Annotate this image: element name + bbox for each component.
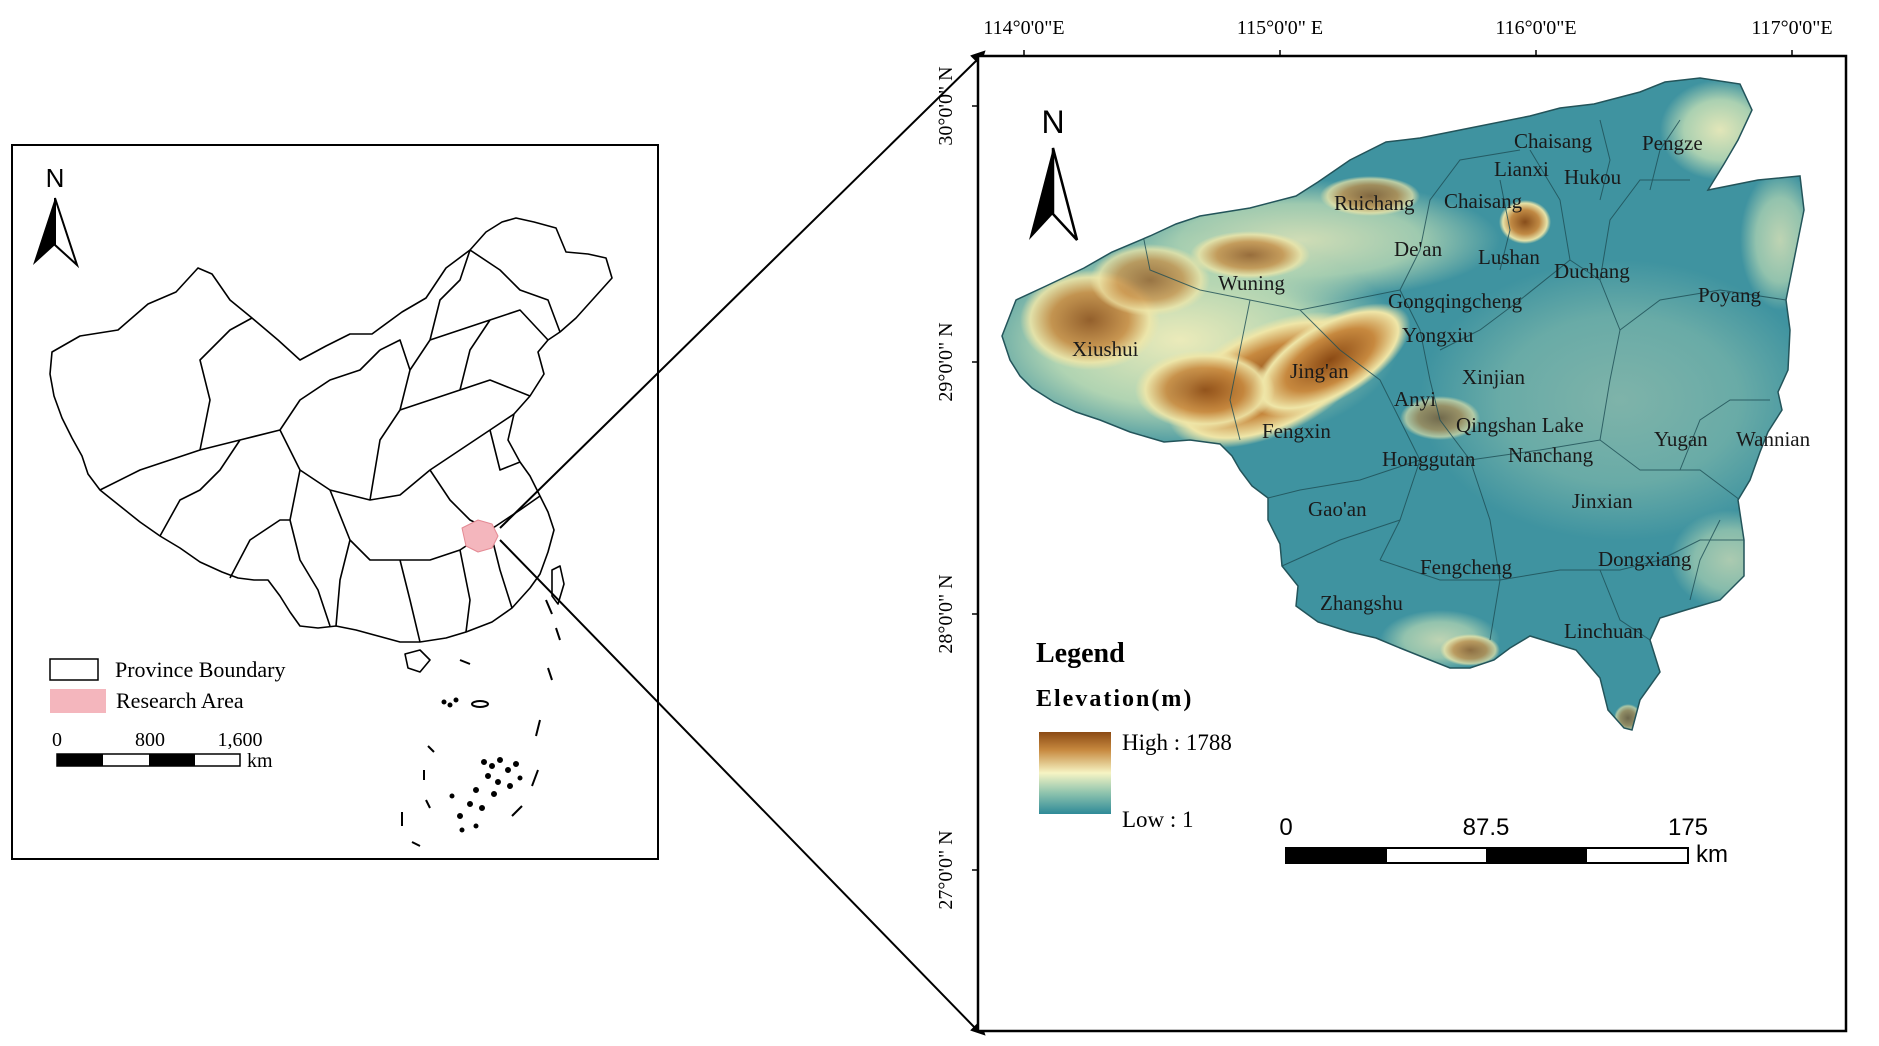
inset-legend: Province Boundary Research Area: [49, 657, 285, 713]
place-jingan: Jing'an: [1290, 359, 1349, 383]
place-labels: Chaisang Pengze Lianxi Hukou Ruichang Ch…: [1072, 129, 1811, 643]
lon-label-115: 115°0'0" E: [1237, 17, 1323, 39]
graticule-ticks: [972, 50, 1793, 871]
china-province-boundaries: [49, 217, 613, 673]
place-gaoan: Gao'an: [1308, 497, 1367, 521]
place-xinjian: Xinjian: [1462, 365, 1525, 389]
lon-label-117: 117°0'0"E: [1751, 17, 1832, 39]
place-dongxiang: Dongxiang: [1598, 547, 1692, 571]
place-anyi: Anyi: [1394, 387, 1436, 411]
elevation-color-ramp: [1039, 732, 1111, 814]
place-pengze: Pengze: [1642, 131, 1703, 155]
place-qingshan-lake: Qingshan Lake: [1456, 413, 1584, 437]
inset-map: N: [11, 144, 659, 860]
place-chaisang-north: Chaisang: [1514, 129, 1593, 153]
research-area-patch: [461, 519, 499, 553]
place-jinxian: Jinxian: [1572, 489, 1633, 513]
inset-scale-bar: 0 800 1,600 km: [52, 729, 273, 772]
research-area-swatch: [50, 689, 106, 713]
place-fengcheng: Fengcheng: [1420, 555, 1513, 579]
place-wannian: Wannian: [1736, 427, 1811, 451]
hainan-island: [404, 649, 431, 673]
place-yugan: Yugan: [1654, 427, 1708, 451]
province-boundary-label: Province Boundary: [115, 657, 285, 682]
place-lushan: Lushan: [1478, 245, 1540, 269]
place-dean: De'an: [1394, 237, 1443, 261]
north-arrow-icon: [33, 197, 80, 269]
place-poyang: Poyang: [1698, 283, 1762, 307]
inset-scale-unit: km: [247, 750, 273, 772]
place-xiushui: Xiushui: [1072, 337, 1139, 361]
lon-label-116: 116°0'0"E: [1495, 17, 1576, 39]
main-scale-tick-0: 0: [1279, 814, 1292, 841]
place-zhangshu: Zhangshu: [1320, 591, 1403, 615]
lon-label-114: 114°0'0"E: [983, 17, 1064, 39]
main-north-arrow-icon: [1029, 147, 1079, 241]
longitude-labels: 114°0'0"E 115°0'0" E 116°0'0"E 117°0'0"E: [983, 17, 1832, 39]
place-chaisang-south: Chaisang: [1444, 189, 1523, 213]
inset-north-label: N: [46, 163, 65, 193]
main-north-label: N: [1041, 104, 1064, 140]
inset-scale-tick-2: 1,600: [218, 729, 263, 751]
place-lianxi: Lianxi: [1494, 157, 1549, 181]
research-area-label: Research Area: [116, 688, 244, 713]
province-boundary-swatch: [49, 658, 99, 681]
main-map: 114°0'0"E 115°0'0" E 116°0'0"E 117°0'0"E…: [935, 17, 1848, 1033]
lat-label-27: 27°0'0" N: [935, 830, 957, 909]
province-lines: [99, 249, 561, 643]
place-duchang: Duchang: [1554, 259, 1630, 283]
place-gongqingcheng: Gongqingcheng: [1388, 289, 1523, 313]
place-nanchang: Nanchang: [1508, 443, 1594, 467]
inset-scale-tick-1: 800: [135, 729, 165, 751]
legend-high-label: High : 1788: [1122, 730, 1232, 755]
elevation-legend: Legend Elevation(m) High : 1788 Low : 1: [1036, 638, 1232, 832]
south-china-sea-islands: [401, 599, 561, 847]
study-region-outline: [1001, 77, 1805, 731]
taiwan-island: [551, 565, 565, 605]
place-yongxiu: Yongxiu: [1402, 323, 1474, 347]
main-scale-tick-1: 87.5: [1463, 814, 1510, 841]
place-fengxin: Fengxin: [1262, 419, 1331, 443]
latitude-labels: 30°0'0" N 29°0'0" N 28°0'0" N 27°0'0" N: [935, 66, 957, 909]
place-honggutan: Honggutan: [1382, 447, 1476, 471]
main-scale-tick-2: 175: [1668, 814, 1708, 841]
main-scale-unit: km: [1696, 841, 1728, 868]
legend-low-label: Low : 1: [1122, 807, 1194, 832]
county-boundaries: [1139, 119, 1787, 641]
lat-label-28: 28°0'0" N: [935, 574, 957, 653]
place-wuning: Wuning: [1218, 271, 1285, 295]
place-ruichang: Ruichang: [1334, 191, 1415, 215]
place-linchuan: Linchuan: [1564, 619, 1644, 643]
legend-title: Legend: [1036, 638, 1125, 669]
lat-label-30: 30°0'0" N: [935, 66, 957, 145]
lat-label-29: 29°0'0" N: [935, 322, 957, 401]
main-scale-bar: 0 87.5 175 km: [1279, 814, 1728, 868]
inset-scale-tick-0: 0: [52, 729, 62, 751]
place-hukou: Hukou: [1564, 165, 1622, 189]
legend-subtitle: Elevation(m): [1036, 686, 1193, 712]
